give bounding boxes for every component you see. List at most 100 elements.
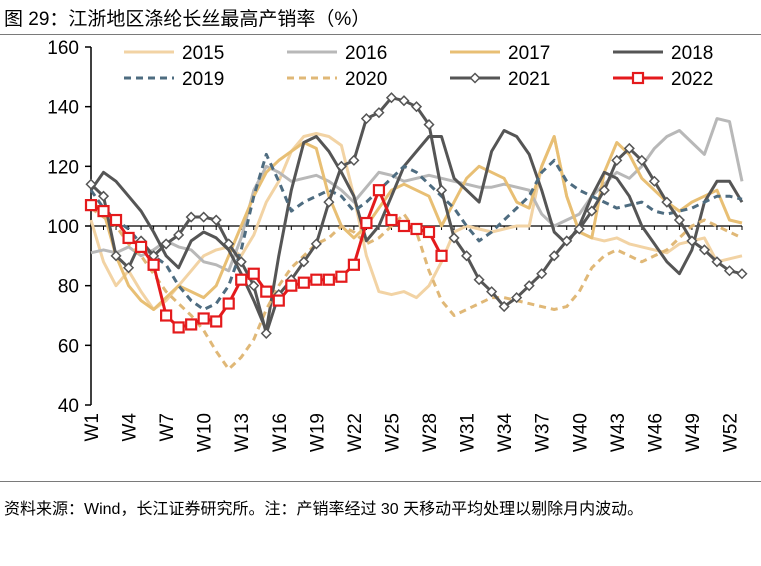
series-line-2019 <box>89 152 743 311</box>
data-point-2022 <box>210 315 223 328</box>
legend-label-2021: 2021 <box>508 69 550 90</box>
x-tick-label: W4 <box>120 413 141 442</box>
data-point-2022 <box>109 213 123 227</box>
series-2018 <box>89 129 744 332</box>
data-point-2021 <box>310 238 322 250</box>
series-line-2016 <box>90 117 744 273</box>
data-point-2022 <box>147 258 160 271</box>
data-point-2021 <box>698 244 711 256</box>
data-point-2021 <box>498 300 510 313</box>
data-point-2022 <box>260 285 273 298</box>
legend-label-2018: 2018 <box>671 43 713 64</box>
data-point-2021 <box>686 235 698 247</box>
data-point-2022 <box>435 249 448 262</box>
legend-item-2015: 2015 <box>124 43 224 64</box>
data-point-2021 <box>673 214 685 226</box>
x-tick-label: W10 <box>195 413 216 452</box>
data-point-2021 <box>723 265 736 277</box>
data-point-2021 <box>548 250 560 262</box>
legend-marker-2021 <box>469 72 481 84</box>
legend-label-2016: 2016 <box>345 43 387 64</box>
x-tick-label: W37 <box>533 413 554 452</box>
data-point-2021 <box>235 256 247 268</box>
series-2019 <box>89 152 743 311</box>
data-point-2021 <box>486 286 498 298</box>
data-point-2021 <box>473 274 485 286</box>
x-tick-label: W49 <box>683 413 704 452</box>
data-point-2021 <box>260 327 272 339</box>
data-point-2021 <box>536 268 548 280</box>
title-divider <box>0 34 761 35</box>
series-2017 <box>90 135 743 311</box>
data-point-2022 <box>122 231 135 245</box>
data-point-2021 <box>385 92 398 104</box>
x-tick-label: W22 <box>345 413 366 452</box>
y-tick-label: 120 <box>47 157 79 178</box>
source-divider <box>0 481 761 482</box>
figure-title: 图 29：江浙地区涤纶长丝最高产销率（%） <box>4 9 371 30</box>
data-point-2021 <box>561 235 573 247</box>
data-point-2022 <box>422 225 436 239</box>
data-point-2021 <box>97 190 110 202</box>
data-point-2021 <box>173 229 185 241</box>
x-tick-label: W19 <box>307 413 328 452</box>
data-point-2021 <box>360 113 372 125</box>
data-point-2022 <box>235 273 248 286</box>
data-point-2021 <box>298 256 310 268</box>
data-point-2021 <box>461 250 473 262</box>
data-point-2022 <box>222 297 235 310</box>
data-point-2022 <box>310 273 323 286</box>
x-tick-label: W7 <box>157 413 178 442</box>
data-point-2021 <box>210 214 222 226</box>
y-tick-label: 40 <box>58 396 79 417</box>
legend-item-2018: 2018 <box>613 43 713 64</box>
x-tick-label: W34 <box>495 413 516 453</box>
data-point-2022 <box>385 213 398 227</box>
series-2022 <box>84 184 448 334</box>
data-point-2021 <box>248 280 260 292</box>
data-point-2022 <box>247 267 260 280</box>
data-point-2021 <box>160 238 172 250</box>
figure-source-note: 资料来源：Wind，长江证券研究所。注：产销率经过 30 天移动平均处理以剔除月… <box>4 501 644 518</box>
legend-item-2021: 2021 <box>450 69 550 90</box>
chart-axes: 40 60 80 100 120 140 160 W1 W4 W7 W10 W13 W16 W19 W22 W… <box>47 38 743 453</box>
y-tick-label: 140 <box>47 98 79 119</box>
data-point-2021 <box>435 184 448 196</box>
legend-label-2019: 2019 <box>182 69 224 90</box>
data-point-2022 <box>372 184 386 197</box>
x-tick-label: W43 <box>608 413 629 452</box>
x-tick-label: W52 <box>720 413 741 452</box>
data-point-2021 <box>636 154 648 166</box>
data-point-2021 <box>85 178 97 190</box>
y-tick-label: 160 <box>47 38 79 59</box>
data-point-2022 <box>322 273 335 286</box>
series-2020 <box>90 206 743 371</box>
data-point-2021 <box>122 262 135 274</box>
data-point-2021 <box>110 250 122 262</box>
chart-area: 40 60 80 100 120 140 160 W1 W4 W7 W10 W13 W16 W19 W22 W… <box>47 38 748 453</box>
data-point-2021 <box>398 95 410 107</box>
data-point-2021 <box>448 232 460 244</box>
series-2016 <box>90 117 744 273</box>
data-point-2022 <box>335 270 348 283</box>
y-tick-label: 100 <box>47 217 79 238</box>
y-tick-label: 60 <box>58 336 79 357</box>
chart-legend: 2015 2016 2017 2018 2019 2020 2021 2022 <box>124 43 713 90</box>
x-tick-label: W28 <box>420 413 441 452</box>
data-point-2021 <box>198 211 210 223</box>
x-tick-label: W46 <box>645 413 666 452</box>
data-point-2022 <box>185 318 198 331</box>
series-line-2017 <box>90 135 743 311</box>
series-line-2020 <box>90 206 743 371</box>
data-point-2021 <box>348 154 360 166</box>
data-point-2021 <box>335 160 347 172</box>
data-point-2021 <box>648 175 660 187</box>
data-point-2021 <box>598 184 610 196</box>
data-point-2021 <box>223 238 235 250</box>
data-point-2021 <box>511 292 523 304</box>
data-point-2021 <box>323 196 335 208</box>
data-point-2021 <box>410 101 423 113</box>
x-tick-label: W1 <box>82 413 103 442</box>
data-point-2021 <box>573 223 585 235</box>
data-point-2021 <box>586 205 598 217</box>
